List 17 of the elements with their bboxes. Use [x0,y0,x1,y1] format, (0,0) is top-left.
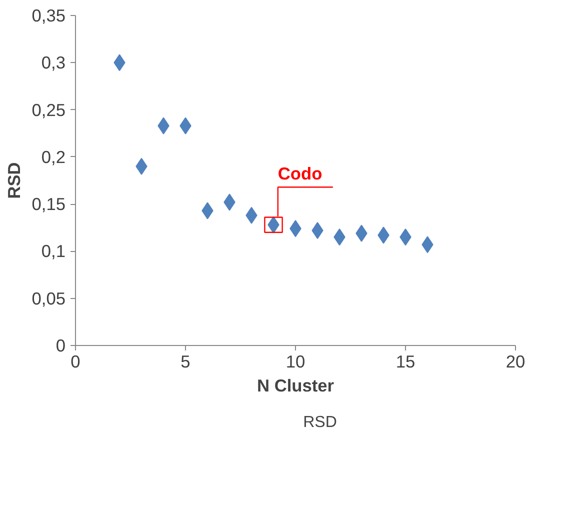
x-axis-title: N Cluster [256,376,334,396]
y-tick-label: 0,2 [41,146,66,167]
x-tick-label: 10 [286,352,306,372]
y-tick-label: 0,15 [32,194,66,214]
x-tick-label: 5 [180,352,190,372]
y-tick-label: 0,35 [32,6,66,26]
y-tick-label: 0,05 [32,288,66,308]
y-tick-label: 0 [56,336,66,356]
x-tick-label: 20 [506,352,526,372]
y-tick-label: 0,1 [41,241,66,262]
x-tick-label: 15 [396,352,416,372]
text: RSD [303,414,337,432]
y-tick-label: 0,25 [32,100,66,120]
y-tick-label: 0,3 [41,52,66,73]
x-tick-label: 0 [70,352,80,372]
annotation: Codo [278,163,322,184]
y-axis-title: RSD [4,162,24,199]
